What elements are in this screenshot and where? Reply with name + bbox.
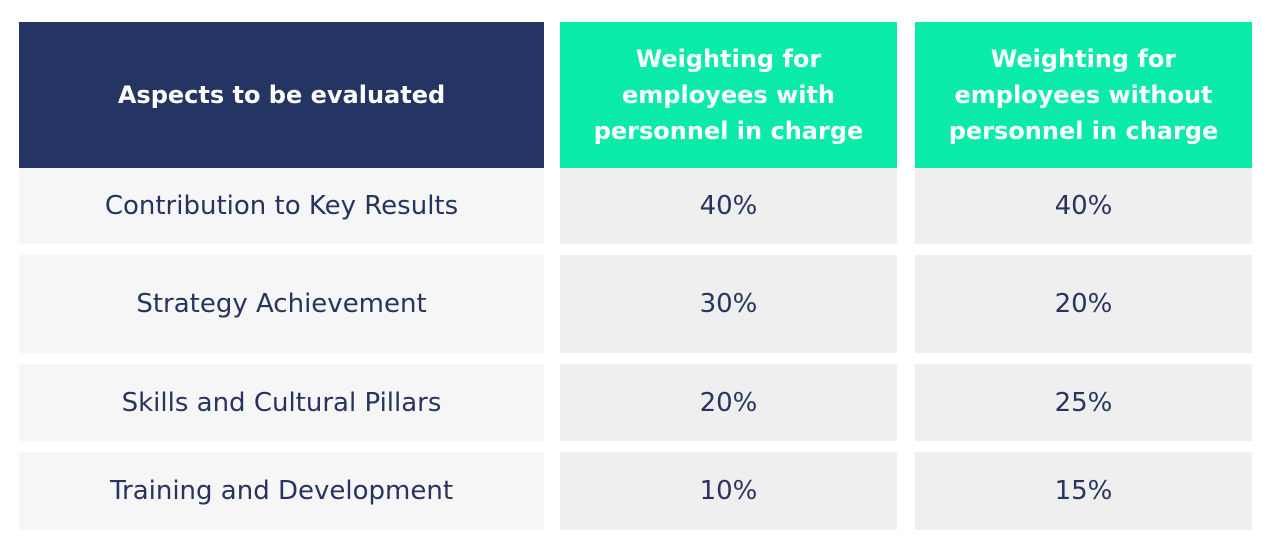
header-cell: Weighting for employees without personne… [915,22,1252,168]
table-cell: 40% [915,168,1252,244]
table-cell: 25% [915,364,1252,441]
header-cell-text: Weighting for employees with personnel i… [593,45,864,145]
table-cell: Strategy Achievement [19,255,544,353]
table-cell-text: 40% [1054,191,1113,221]
table-cell: 20% [560,364,897,441]
table-cell: 40% [560,168,897,244]
table-cell-text: 20% [699,387,758,418]
table-cell: 20% [915,255,1252,353]
table-cell-text: 20% [1054,289,1113,319]
table-cell-text: Strategy Achievement [136,289,427,319]
table-cell-text: 10% [699,476,758,506]
header-cell-text: Aspects to be evaluated [117,81,446,109]
header-cell: Weighting for employees with personnel i… [560,22,897,168]
table-cell-text: 30% [699,289,758,319]
table-cell-text: 40% [699,191,758,221]
table-cell: Training and Development [19,452,544,530]
header-cell: Aspects to be evaluated [19,22,544,168]
header-cell-text: Weighting for employees without personne… [948,45,1219,145]
table-cell-text: 15% [1054,476,1113,506]
table-cell: 30% [560,255,897,353]
table-cell-text: Contribution to Key Results [104,191,459,221]
table-cell: Skills and Cultural Pillars [19,364,544,441]
table-cell-text: 25% [1054,387,1113,418]
table-cell: 15% [915,452,1252,530]
table-cell-text: Training and Development [109,476,454,506]
table-cell-text: Skills and Cultural Pillars [121,387,442,418]
table-cell: 10% [560,452,897,530]
table-cell: Contribution to Key Results [19,168,544,244]
